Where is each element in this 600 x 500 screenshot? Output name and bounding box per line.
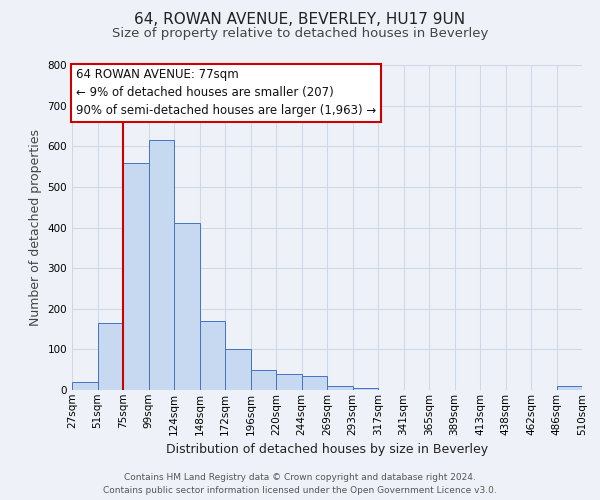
Bar bbox=[557, 386, 582, 390]
Bar bbox=[123, 162, 149, 390]
X-axis label: Distribution of detached houses by size in Beverley: Distribution of detached houses by size … bbox=[166, 443, 488, 456]
Text: 64 ROWAN AVENUE: 77sqm
← 9% of detached houses are smaller (207)
90% of semi-det: 64 ROWAN AVENUE: 77sqm ← 9% of detached … bbox=[76, 68, 376, 117]
Bar bbox=[97, 323, 123, 390]
Text: 64, ROWAN AVENUE, BEVERLEY, HU17 9UN: 64, ROWAN AVENUE, BEVERLEY, HU17 9UN bbox=[134, 12, 466, 28]
Bar bbox=[327, 386, 353, 390]
Bar bbox=[174, 224, 199, 390]
Bar bbox=[149, 140, 174, 390]
Bar bbox=[225, 350, 251, 390]
Bar bbox=[302, 376, 327, 390]
Bar bbox=[353, 388, 378, 390]
Text: Size of property relative to detached houses in Beverley: Size of property relative to detached ho… bbox=[112, 28, 488, 40]
Text: Contains HM Land Registry data © Crown copyright and database right 2024.
Contai: Contains HM Land Registry data © Crown c… bbox=[103, 474, 497, 495]
Y-axis label: Number of detached properties: Number of detached properties bbox=[29, 129, 42, 326]
Bar bbox=[276, 374, 302, 390]
Bar bbox=[199, 321, 225, 390]
Bar bbox=[251, 370, 276, 390]
Bar bbox=[72, 382, 97, 390]
